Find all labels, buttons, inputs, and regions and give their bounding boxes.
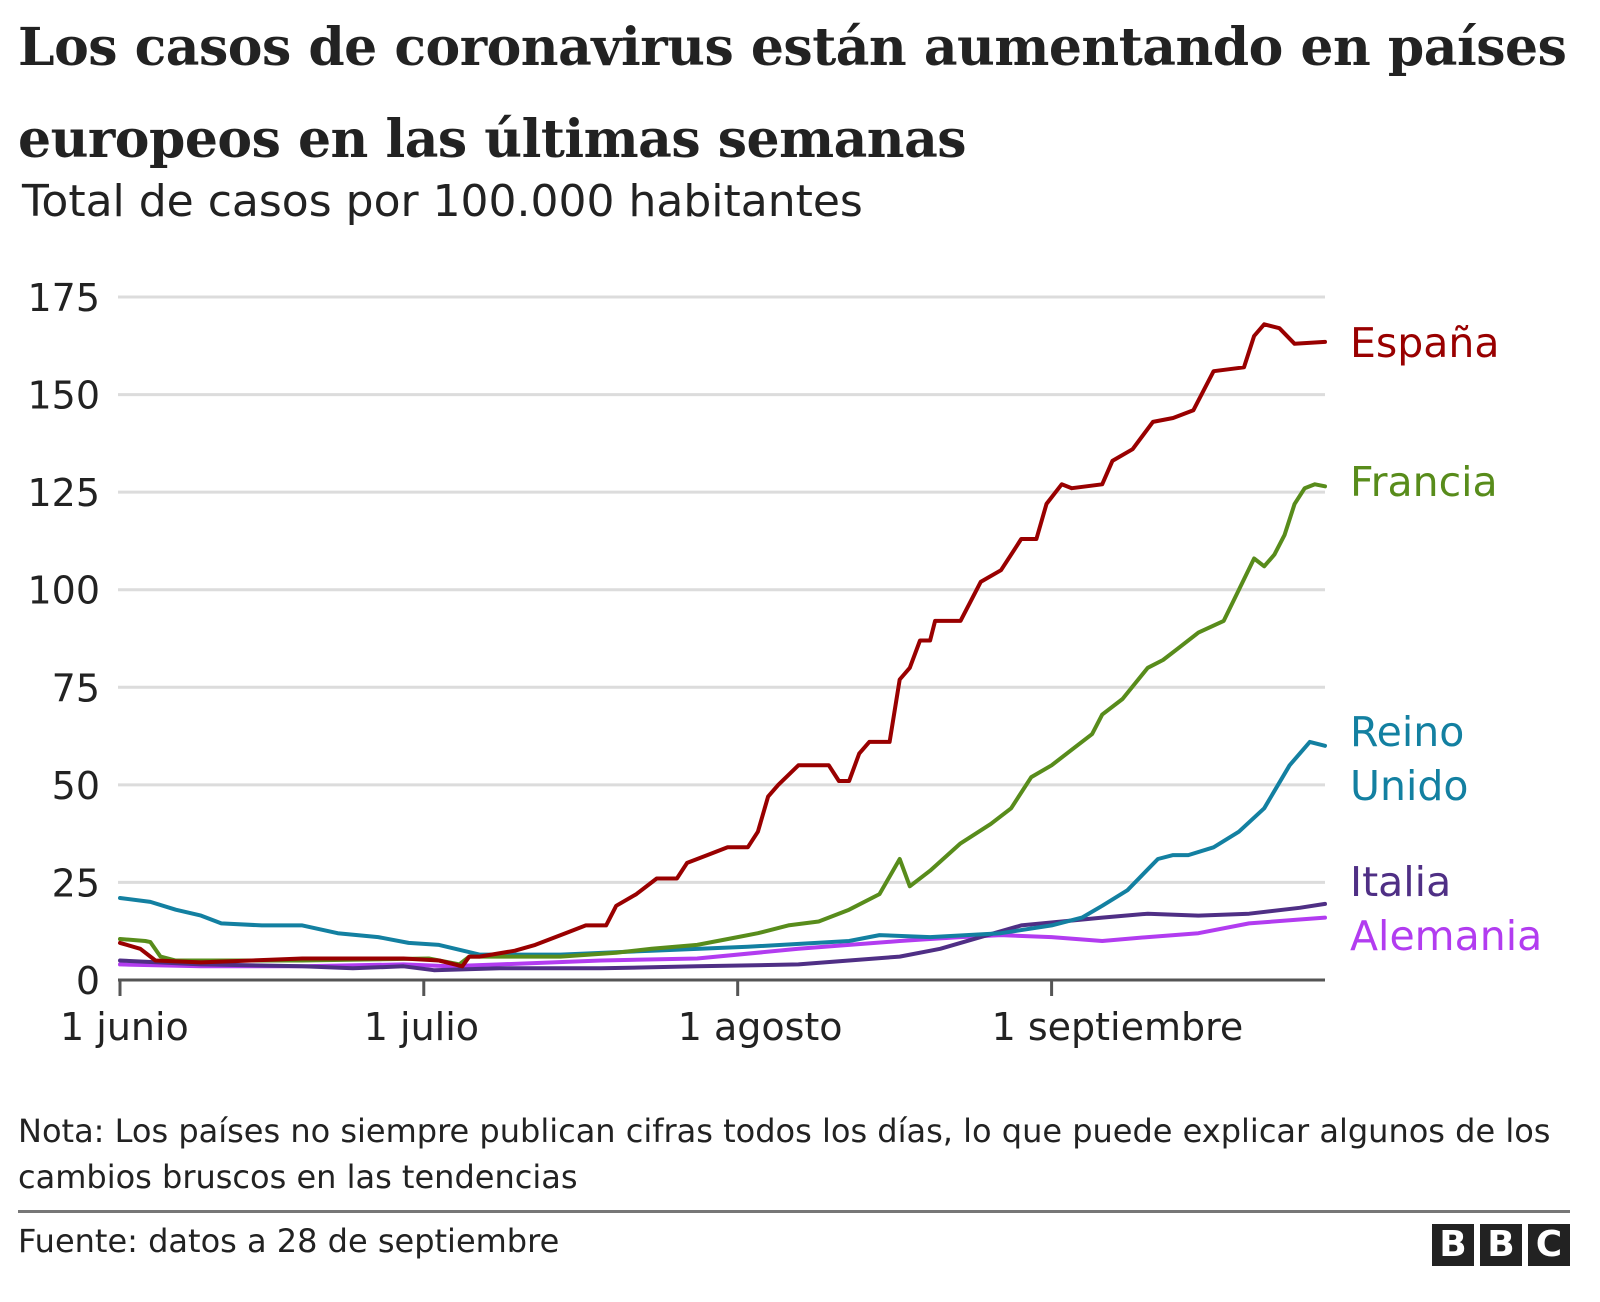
series-line-alemania [118, 915, 1327, 969]
gridlines: 0 25 50 75 100 125 150 175 1 junio 1 julio 1 agost… [27, 276, 1325, 1049]
y-tick-label: 175 [27, 276, 100, 320]
y-tick-label: 100 [27, 569, 100, 613]
series-label-reino-unido-line1: Reino [1350, 708, 1464, 756]
series-label-espana: España [1350, 319, 1500, 367]
chart-note: Nota: Los países no siempre publican cif… [18, 1112, 1551, 1196]
series-labels: España Francia Reino Unido Italia Aleman… [1350, 319, 1542, 960]
series-lines [118, 322, 1327, 973]
x-tick-label: 1 julio [364, 1005, 479, 1049]
y-tick-label: 25 [52, 861, 100, 905]
series-line-reino-unido [118, 739, 1327, 957]
series-line-italia [118, 901, 1327, 973]
chart-source: Fuente: datos a 28 de septiembre [18, 1222, 560, 1260]
series-label-italia: Italia [1350, 858, 1451, 906]
line-chart: 0 25 50 75 100 125 150 175 1 junio 1 julio 1 agost… [27, 276, 1542, 1049]
chart-subtitle: Total de casos por 100.000 habitantes [22, 176, 863, 227]
series-label-francia: Francia [1350, 458, 1498, 506]
x-tick-label: 1 agosto [678, 1005, 843, 1049]
series-label-reino-unido-line2: Unido [1350, 762, 1469, 810]
y-tick-label: 50 [52, 764, 100, 808]
y-tick-label: 75 [52, 666, 100, 710]
y-tick-label: 150 [27, 374, 100, 418]
x-tick-label: 1 septiembre [992, 1005, 1244, 1049]
y-tick-label: 125 [27, 471, 100, 515]
series-label-alemania: Alemania [1350, 912, 1542, 960]
footer-divider [18, 1210, 1570, 1213]
chart-title: Los casos de coronavirus están aumentand… [18, 17, 1567, 170]
y-tick-label: 0 [76, 959, 100, 1003]
x-tick-label: 1 junio [60, 1005, 189, 1049]
series-line-francia [118, 482, 1327, 967]
series-line-espana [118, 322, 1327, 969]
